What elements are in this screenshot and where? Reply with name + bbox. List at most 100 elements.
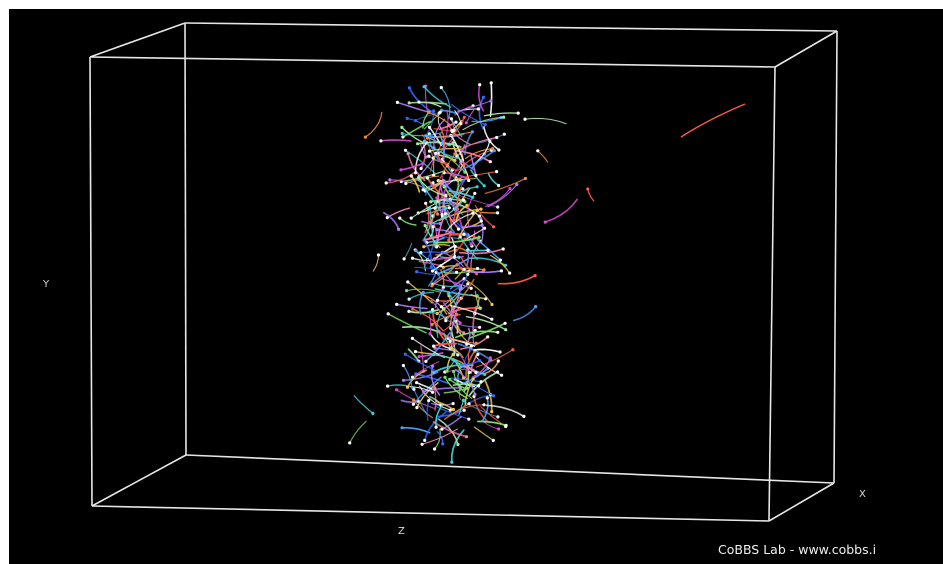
trajectory-head: [458, 287, 462, 291]
trajectory: [430, 198, 462, 203]
trajectory-head: [432, 370, 436, 374]
trajectory: [440, 109, 459, 115]
trajectory-head: [456, 442, 460, 447]
trajectory-head: [417, 175, 421, 180]
trajectory: [476, 420, 507, 427]
trajectory: [462, 227, 486, 242]
trajectory: [467, 394, 492, 405]
trajectory: [406, 288, 441, 293]
trajectory-head: [376, 253, 381, 257]
trajectory: [427, 271, 437, 287]
trajectory: [479, 211, 499, 214]
trajectory: [440, 269, 445, 288]
trajectory-head: [462, 198, 466, 202]
trajectory-head: [427, 125, 432, 129]
trajectory-head: [417, 355, 421, 359]
trajectory-head: [469, 344, 474, 348]
trajectory-head: [508, 271, 512, 275]
box-edge: [768, 482, 835, 522]
trajectory: [430, 221, 436, 248]
trajectory: [426, 177, 449, 201]
trajectory-head: [416, 142, 420, 146]
trajectory: [461, 224, 483, 228]
trajectory: [485, 404, 525, 418]
trajectory: [432, 199, 465, 224]
trajectory-head: [409, 174, 413, 178]
trajectory-head: [486, 335, 490, 339]
trajectory-head: [492, 149, 496, 153]
trajectory-head: [492, 225, 496, 229]
trajectory: [411, 361, 440, 378]
trajectory-head: [428, 332, 432, 336]
trajectory-head: [433, 206, 437, 210]
trajectory: [436, 299, 453, 302]
trajectory: [425, 331, 451, 363]
trajectory: [439, 133, 445, 163]
trajectory-head: [448, 377, 452, 381]
trajectory-head: [469, 242, 473, 246]
trajectory: [408, 291, 435, 300]
trajectory-head: [476, 107, 480, 111]
trajectory-head: [386, 312, 390, 316]
box-edge: [833, 30, 838, 484]
bounding-box: [89, 22, 838, 522]
trajectory-head: [455, 270, 459, 274]
trajectory: [454, 330, 499, 339]
trajectory-head: [477, 235, 481, 239]
trajectory-head: [422, 139, 426, 143]
box-edge: [768, 66, 776, 522]
trajectory: [387, 313, 427, 334]
trajectory-head: [434, 151, 438, 155]
trajectory: [432, 421, 468, 438]
trajectory-head: [424, 359, 428, 363]
trajectory-head: [449, 117, 454, 121]
trajectory-head: [533, 274, 537, 278]
trajectory-head: [348, 441, 352, 445]
trajectory-head: [363, 135, 367, 139]
trajectory-head: [456, 227, 461, 231]
trajectory: [436, 308, 445, 338]
trajectory: [446, 361, 455, 372]
trajectory-head: [461, 179, 465, 183]
trajectory: [419, 291, 424, 315]
trajectory-head: [448, 339, 452, 343]
trajectory: [439, 121, 457, 130]
trajectory-head: [440, 181, 444, 185]
trajectory-head: [453, 152, 457, 156]
trajectory: [410, 386, 434, 393]
trajectory: [406, 117, 426, 127]
trajectory: [459, 359, 481, 366]
trajectory-head: [498, 258, 502, 262]
trajectory-head: [433, 386, 437, 390]
trajectory-head: [457, 255, 461, 259]
trajectory: [437, 418, 459, 446]
trajectory: [401, 132, 443, 137]
trajectory-head: [481, 95, 485, 99]
trajectory-head: [495, 170, 499, 174]
trajectory: [429, 311, 448, 320]
trajectory: [412, 308, 444, 332]
trajectory-head: [412, 398, 416, 402]
trajectory-head: [419, 251, 423, 255]
trajectory-head: [414, 249, 418, 253]
trajectory-head: [485, 396, 489, 400]
trajectory: [386, 384, 416, 389]
trajectory: [433, 244, 456, 260]
trajectory-head: [445, 369, 449, 373]
trajectory-head: [475, 266, 480, 271]
trajectory: [466, 249, 470, 267]
trajectory-head: [476, 352, 480, 357]
trajectory-head: [432, 344, 436, 348]
visualization-frame: Y Z X CoBBS Lab - www.cobbs.i: [9, 9, 943, 564]
trajectory-head: [424, 201, 428, 205]
trajectory-head: [474, 370, 478, 375]
trajectory-head: [462, 232, 466, 236]
trajectory: [460, 149, 496, 171]
trajectory-head: [405, 289, 409, 293]
trajectory-head: [496, 330, 500, 334]
trajectory-head: [462, 267, 466, 271]
trajectory-head: [464, 435, 468, 439]
trajectory: [444, 376, 468, 399]
trajectory: [424, 85, 429, 114]
trajectory-head: [473, 392, 477, 396]
